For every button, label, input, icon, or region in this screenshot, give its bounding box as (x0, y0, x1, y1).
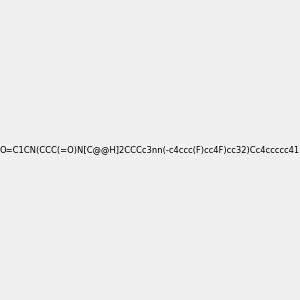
Text: O=C1CN(CCC(=O)N[C@@H]2CCCc3nn(-c4ccc(F)cc4F)cc32)Cc4ccccc41: O=C1CN(CCC(=O)N[C@@H]2CCCc3nn(-c4ccc(F)c… (0, 146, 300, 154)
